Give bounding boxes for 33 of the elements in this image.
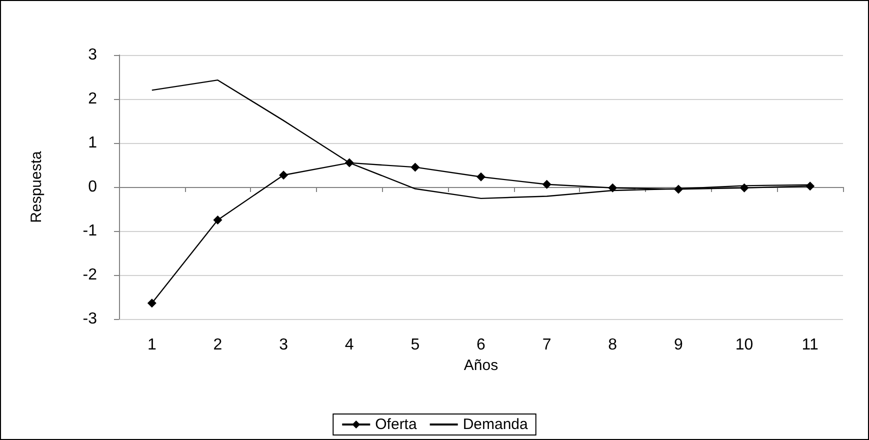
y-tick-label: -2 — [82, 266, 98, 284]
point — [740, 183, 749, 192]
y-tick-label: 2 — [88, 90, 98, 108]
x-tick-label: 10 — [735, 336, 754, 354]
x-tick-label: 1 — [147, 336, 156, 354]
legend-label: Oferta — [375, 416, 418, 433]
point — [476, 172, 486, 182]
x-tick-label: 4 — [344, 336, 354, 354]
y-axis-title: Respuesta — [28, 150, 45, 223]
x-tick-label: 8 — [608, 336, 618, 354]
point — [542, 180, 552, 189]
y-tick-label: -3 — [82, 310, 98, 328]
y-tick-label: 0 — [88, 178, 98, 196]
point — [213, 216, 222, 224]
x-tick-label: 7 — [542, 336, 552, 354]
y-tick-label: 3 — [88, 46, 98, 64]
point — [344, 158, 354, 168]
point — [674, 184, 683, 194]
x-axis-title: Años — [464, 356, 498, 374]
x-tick-label: 3 — [279, 336, 288, 354]
x-tick-label: 11 — [802, 336, 818, 354]
y-tick-label: -1 — [82, 222, 98, 240]
x-tick-label: 9 — [674, 336, 683, 354]
point — [279, 170, 288, 180]
point — [147, 298, 156, 308]
legend-label: Demanda — [462, 416, 529, 433]
y-tick-label: 1 — [88, 134, 98, 152]
x-tick-label: 2 — [213, 336, 222, 354]
x-tick-label: 5 — [410, 336, 420, 354]
x-tick-label: 6 — [476, 336, 486, 354]
point — [608, 183, 618, 192]
point — [410, 162, 420, 172]
point — [806, 182, 815, 191]
